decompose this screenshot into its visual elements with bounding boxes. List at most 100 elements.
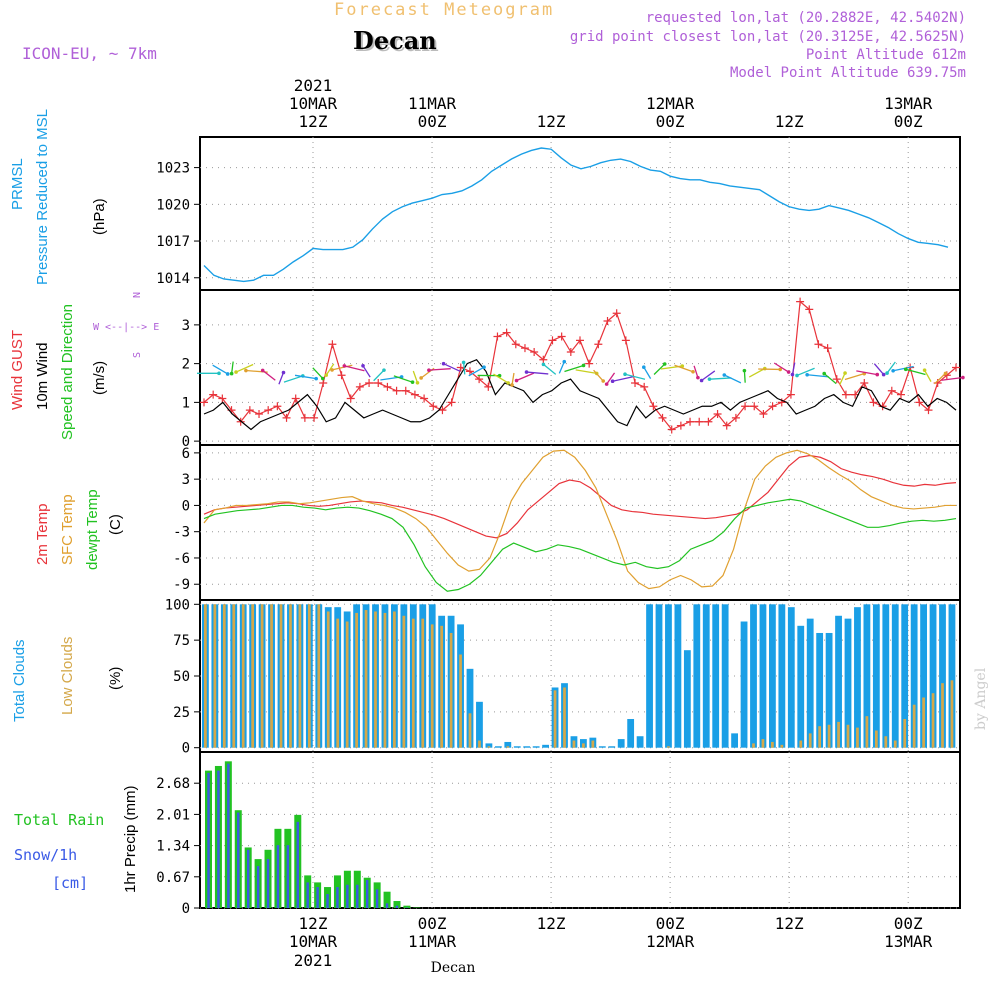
low-cloud-bar	[563, 687, 566, 748]
gust-marker	[814, 340, 823, 349]
wind-arrow-head	[891, 368, 895, 373]
total-cloud-bar	[665, 604, 672, 748]
wind-direction-arrow	[873, 363, 885, 375]
total-cloud-bar	[901, 604, 909, 748]
low-cloud-bar	[289, 604, 292, 748]
y-tick-label-precip: 0.67	[156, 870, 190, 886]
bottom-time-hour: 12Z	[299, 914, 328, 933]
wind-direction-arrow	[412, 370, 419, 384]
t2m-line	[203, 454, 957, 539]
wind-direction-arrow	[934, 372, 946, 385]
wind-arrow-head	[244, 368, 248, 373]
y-tick-label-clouds: 25	[173, 705, 190, 721]
low-cloud-bar	[222, 604, 226, 748]
gust-marker	[530, 348, 539, 356]
gust-marker	[557, 332, 566, 341]
gust-marker	[429, 402, 438, 411]
gust-marker	[346, 394, 355, 403]
gust-marker	[392, 386, 401, 395]
gust-marker	[447, 398, 456, 407]
snow-bar	[356, 884, 359, 908]
watermark: by Angel	[973, 667, 989, 730]
wind-arrow-head	[281, 370, 286, 375]
wind-arrow-head	[961, 375, 965, 380]
wind-direction-arrow	[462, 362, 466, 375]
low-cloud-bar	[317, 604, 321, 748]
top-time-hour: 12Z	[775, 112, 804, 131]
snow-bar	[237, 812, 240, 908]
gust-marker	[832, 375, 841, 384]
low-cloud-bar	[383, 612, 387, 748]
wind-direction-arrow	[709, 377, 732, 380]
low-cloud-bar	[761, 739, 765, 748]
bottom-time-year: 2021	[294, 951, 333, 970]
precip-label-rain: Total Rain	[14, 811, 104, 829]
low-cloud-bar	[752, 743, 755, 748]
low-cloud-bar	[582, 743, 585, 748]
wind-direction-arrow	[278, 372, 285, 385]
wind-arrow-head	[604, 382, 609, 386]
wind-direction-arrow	[743, 370, 746, 383]
wind-direction-arrow	[856, 370, 878, 376]
wind-arrow-head	[875, 372, 880, 377]
wind-arrow-head	[461, 360, 466, 365]
wind-arrow-head	[217, 371, 221, 376]
top-time-date: 10MAR	[289, 94, 338, 113]
wind-arrow-head	[696, 375, 700, 380]
low-cloud-bar	[326, 611, 330, 748]
total-cloud-bar	[627, 719, 635, 748]
low-cloud-bar	[780, 744, 784, 748]
gust-marker	[768, 402, 777, 411]
wind-line	[203, 359, 957, 431]
wind-arrow-head	[234, 370, 238, 374]
total-cloud-bar	[731, 733, 739, 748]
low-cloud-bar	[837, 721, 840, 748]
gust-marker	[328, 340, 337, 349]
gust-marker	[310, 413, 319, 422]
snow-bar	[395, 905, 399, 908]
bottom-time-date: 12MAR	[646, 932, 695, 951]
wind-arrow-head	[225, 372, 230, 376]
top-time-hour: 00Z	[894, 112, 923, 131]
low-cloud-bar	[799, 740, 803, 748]
gust-marker	[658, 413, 667, 422]
gust-marker	[355, 382, 364, 391]
gust-marker	[475, 375, 484, 384]
wind-arrow-head	[581, 363, 586, 368]
wind-arrow-head	[415, 380, 420, 385]
wind-ylabel-wind: 10m Wind	[34, 342, 51, 410]
top-time-hour: 00Z	[656, 112, 685, 131]
wind-direction-arrow	[624, 373, 646, 380]
wind-arrow-head	[562, 359, 567, 364]
wind-direction-arrow	[773, 362, 789, 373]
wind-direction-arrow	[558, 361, 565, 374]
total-cloud-bar	[948, 604, 956, 748]
snow-bar	[346, 884, 349, 908]
gust-marker	[585, 359, 594, 368]
top-time-date: 12MAR	[646, 94, 695, 113]
snow-bar	[296, 821, 299, 908]
snow-bar	[207, 772, 210, 908]
y-tick-label-wind: 0	[182, 434, 190, 450]
gust-marker	[539, 355, 548, 364]
wind-direction-arrow	[796, 367, 815, 377]
low-cloud-bar	[856, 727, 859, 748]
gust-marker	[750, 402, 759, 411]
snow-bar	[286, 845, 290, 908]
y-tick-label-pressure: 1014	[156, 271, 190, 287]
place-name: Decan	[353, 26, 437, 55]
low-cloud-bar	[260, 604, 264, 748]
bottom-time-hour: 00Z	[894, 914, 923, 933]
wind-arrow-head	[786, 370, 791, 374]
low-cloud-bar	[307, 604, 311, 748]
low-cloud-bar	[846, 724, 850, 748]
total-cloud-bar	[476, 701, 483, 748]
total-cloud-bar	[806, 618, 814, 748]
total-cloud-bar	[655, 604, 663, 748]
pressure-unit: (hPa)	[91, 198, 108, 235]
temp-unit: (C)	[107, 514, 124, 535]
wind-unit: (m/s)	[91, 361, 108, 395]
bottom-time-hour: 00Z	[418, 914, 447, 933]
compass-we: W <--|--> E	[93, 322, 159, 333]
gust-line	[203, 300, 957, 431]
